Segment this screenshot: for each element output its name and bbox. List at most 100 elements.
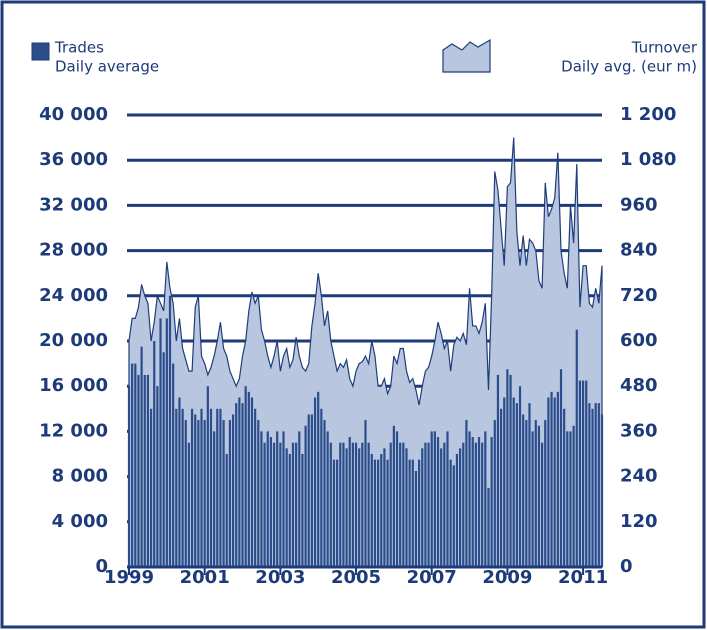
bar bbox=[266, 431, 269, 567]
bar bbox=[563, 408, 566, 567]
bar bbox=[213, 431, 216, 567]
y-tick-label: 8 000 bbox=[52, 466, 108, 487]
bar bbox=[310, 414, 313, 567]
bar bbox=[231, 414, 235, 567]
bar bbox=[131, 363, 134, 567]
bar bbox=[342, 442, 345, 567]
bar bbox=[127, 386, 131, 567]
bar bbox=[320, 408, 323, 567]
bar bbox=[452, 465, 455, 567]
x-tick-label: 2009 bbox=[482, 567, 532, 588]
bar bbox=[531, 431, 534, 567]
bar bbox=[175, 408, 178, 567]
bar bbox=[383, 448, 386, 567]
bar bbox=[537, 425, 541, 567]
bar bbox=[465, 420, 468, 567]
bar bbox=[354, 442, 358, 567]
bar bbox=[260, 431, 263, 567]
x-tick-label: 2005 bbox=[331, 567, 381, 588]
bar bbox=[307, 414, 310, 567]
y2-tick-label: 720 bbox=[620, 285, 658, 306]
legend-label: Turnover bbox=[631, 39, 698, 57]
bar bbox=[339, 442, 342, 567]
bar bbox=[503, 397, 506, 567]
bar bbox=[143, 374, 146, 567]
bar bbox=[477, 437, 481, 567]
bar bbox=[288, 454, 291, 567]
bar bbox=[386, 459, 389, 567]
bar bbox=[203, 420, 206, 567]
bar bbox=[257, 420, 260, 567]
bar bbox=[235, 403, 238, 567]
bar bbox=[269, 437, 272, 567]
y-tick-label: 20 000 bbox=[39, 330, 108, 351]
bar bbox=[399, 442, 402, 567]
bar bbox=[522, 414, 525, 567]
bar bbox=[238, 397, 241, 567]
y2-tick-label: 840 bbox=[620, 240, 658, 261]
bar bbox=[291, 442, 295, 567]
bar bbox=[219, 408, 222, 567]
bar bbox=[313, 397, 317, 567]
bar bbox=[364, 420, 367, 567]
bar bbox=[206, 386, 209, 567]
y2-tick-label: 1 200 bbox=[620, 104, 676, 125]
bar bbox=[518, 386, 522, 567]
bar bbox=[572, 425, 575, 567]
bar bbox=[459, 448, 462, 567]
bar bbox=[282, 431, 285, 567]
bar bbox=[304, 425, 307, 567]
bar bbox=[471, 437, 474, 567]
bar bbox=[392, 425, 395, 567]
y-tick-label: 32 000 bbox=[39, 194, 108, 215]
y2-tick-label: 360 bbox=[620, 420, 658, 441]
bar bbox=[418, 459, 421, 567]
bar bbox=[556, 391, 559, 567]
bar bbox=[348, 437, 351, 567]
bar bbox=[395, 431, 399, 567]
bar bbox=[509, 374, 512, 567]
bar bbox=[373, 459, 377, 567]
x-tick-label: 1999 bbox=[104, 567, 154, 588]
bar bbox=[525, 420, 528, 567]
y2-tick-label: 600 bbox=[620, 330, 658, 351]
bar bbox=[298, 431, 301, 567]
bar bbox=[487, 487, 490, 567]
bar bbox=[490, 437, 493, 567]
bar bbox=[165, 318, 168, 567]
bar bbox=[336, 459, 339, 567]
bar bbox=[427, 442, 430, 567]
y2-tick-label: 480 bbox=[620, 375, 658, 396]
bar bbox=[153, 341, 156, 567]
legend-swatch bbox=[31, 42, 50, 61]
bar bbox=[411, 459, 414, 567]
bar bbox=[468, 431, 471, 567]
bar bbox=[329, 442, 332, 567]
bar bbox=[443, 442, 446, 567]
x-tick-label: 2011 bbox=[558, 567, 608, 588]
bar bbox=[358, 448, 361, 567]
bar bbox=[228, 420, 232, 567]
bar bbox=[323, 420, 326, 567]
bar bbox=[377, 459, 380, 567]
bar bbox=[389, 442, 392, 567]
bar bbox=[380, 454, 383, 567]
legend-sublabel: Daily avg. (eur m) bbox=[561, 58, 697, 76]
bar bbox=[547, 397, 550, 567]
legend: Trades Daily average Turnover Daily avg.… bbox=[31, 39, 698, 76]
bar bbox=[581, 380, 585, 567]
bar bbox=[597, 403, 600, 567]
bar bbox=[326, 431, 329, 567]
bar bbox=[295, 442, 298, 567]
bar bbox=[433, 431, 436, 567]
bar bbox=[559, 369, 563, 567]
y2-tick-label: 120 bbox=[620, 511, 658, 532]
bar bbox=[534, 420, 537, 567]
bar bbox=[146, 374, 150, 567]
bar bbox=[332, 459, 336, 567]
bar bbox=[474, 442, 477, 567]
bar bbox=[402, 442, 405, 567]
y-tick-label: 40 000 bbox=[39, 104, 108, 125]
y-tick-label: 24 000 bbox=[39, 285, 108, 306]
y-tick-label: 16 000 bbox=[39, 375, 108, 396]
